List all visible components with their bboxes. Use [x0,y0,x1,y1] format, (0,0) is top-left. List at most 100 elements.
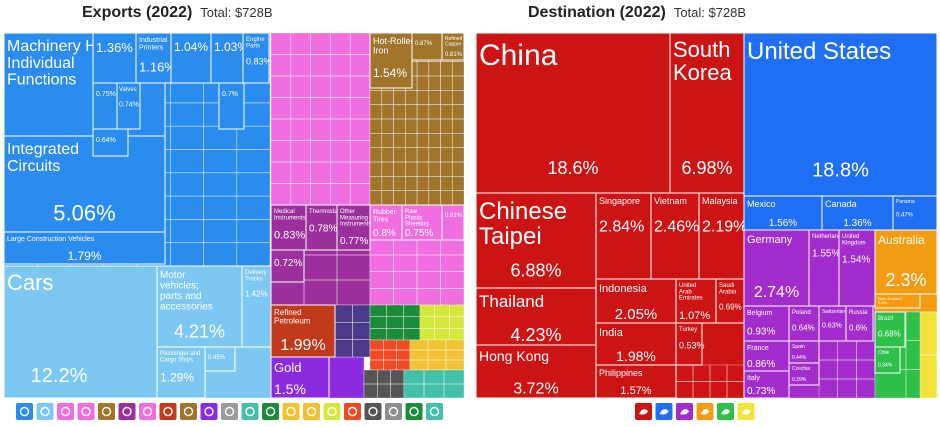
destination-tile-singapore[interactable]: Singapore 2.84% [595,192,652,280]
export-tile-other-measuring-instruments-rect[interactable] [336,204,371,251]
export-tile-industrial-printers[interactable]: Industrial Printers 1.16% [135,32,176,84]
export-tile-unnamed-23[interactable]: 0.72% [270,249,305,283]
destination-tile-australia-rect[interactable] [874,229,938,295]
destination-tile-philippines-rect[interactable] [595,364,677,399]
export-tile-cars[interactable]: Cars 12.2% [3,265,158,399]
destination-tile-germany[interactable]: Germany 2.74% [743,229,810,307]
animal-icon-box[interactable] [405,403,423,420]
destination-tile-spain[interactable]: Spain 0.44% [788,340,820,364]
export-tile-engine-parts-rect[interactable] [242,32,270,84]
export-tile-unnamed-19-rect[interactable] [411,32,443,61]
transport-icon[interactable] [364,403,382,420]
destination-tile-turkey[interactable]: Turkey 0.53% [675,322,705,366]
destination-tile-saudi-arabia[interactable]: Saudi Arabia 0.69% [715,278,745,324]
destination-tile-chile[interactable]: Chile 0.34% [874,346,901,374]
instrument-icon-box[interactable] [118,403,136,420]
export-tile-passenger-and-cargo-ships-rect[interactable] [156,346,206,399]
instrument-icon[interactable] [118,403,136,420]
destination-tile-malaysia[interactable]: Malaysia 2.19% [698,192,747,280]
destination-tile-new-zealand-rect[interactable] [874,293,921,309]
destination-tile-china[interactable]: China 18.6% [475,32,671,194]
beverage-icon[interactable] [303,403,320,420]
export-tile-gold[interactable]: Gold 1.5% [270,356,330,399]
destination-tile-hong-kong[interactable]: Hong Kong 3.72% [475,344,597,399]
flask-icon[interactable] [77,403,95,420]
export-tile-medical-instruments[interactable]: Medical Instruments 0.83% [270,204,307,251]
destination-tile-italy[interactable]: Italy 0.73% [743,370,790,399]
north-america-icon[interactable] [655,403,673,420]
export-tile-unnamed-19[interactable]: 0.87% [411,32,443,61]
destination-tile-indonesia-rect[interactable] [595,278,677,324]
export-tile-unnamed-10[interactable]: 0.7% [218,82,245,130]
asia-icon[interactable] [635,403,652,420]
textile-icon-box[interactable] [262,403,279,420]
destination-tile-united-arab-emirates-rect[interactable] [675,278,717,324]
export-tile-industrial-printers-rect[interactable] [135,32,172,84]
export-tile-rubber-tires-rect[interactable] [369,204,403,241]
paper-icon-box[interactable] [221,403,238,420]
destination-tile-saudi-arabia-rect[interactable] [715,278,745,324]
export-tile-valves-rect[interactable] [115,82,141,130]
gem-icon-box[interactable] [200,403,218,420]
destination-tile-germany-rect[interactable] [743,229,810,307]
metal-icon-box[interactable] [98,403,115,420]
export-tile-unnamed-16-rect[interactable] [204,346,236,372]
destination-tile-russia-rect[interactable] [845,305,874,342]
metal-icon[interactable] [98,403,115,420]
export-tile-unnamed-26-rect[interactable] [441,204,465,241]
export-tile-unnamed-10-rect[interactable] [218,82,245,130]
export-tile-cars-rect[interactable] [3,265,158,399]
stone-icon[interactable] [323,403,341,420]
export-tile-refined-copper[interactable]: Refined Copper 0.81% [441,32,465,61]
destination-tile-brazil[interactable]: Brazil 0.68% [874,311,906,348]
transport-icon-box[interactable] [364,403,382,420]
export-tile-delivery-trucks[interactable]: Delivery Trucks 1.42% [241,265,272,348]
destination-tile-panama-rect[interactable] [892,195,938,231]
export-tile-unnamed-16[interactable]: 0.45% [204,346,236,372]
export-tile-unnamed-3-rect[interactable] [92,32,137,84]
destination-tile-belgium[interactable]: Belgium 0.93% [743,305,790,342]
export-tile-unnamed-23-rect[interactable] [270,249,305,283]
destination-tile-china-rect[interactable] [475,32,671,194]
destination-tile-united-states[interactable]: United States 18.8% [743,32,938,197]
destination-tile-france[interactable]: France 0.86% [743,340,790,372]
mineral-icon[interactable] [159,403,177,420]
destination-tile-mexico-rect[interactable] [743,195,823,231]
export-tile-unnamed-5[interactable]: 1.04% [170,32,212,84]
vehicle-icon-box[interactable] [36,403,54,420]
fabric-icon[interactable] [241,403,259,420]
fabric-icon-box[interactable] [241,403,259,420]
food-icon[interactable] [282,403,300,420]
destination-tile-chinese-taipei[interactable]: Chinese Taipei 6.88% [475,192,597,289]
misc-icon-box[interactable] [426,403,443,420]
beverage-icon-box[interactable] [303,403,320,420]
destination-tile-belgium-rect[interactable] [743,305,790,342]
export-tile-unnamed-5-rect[interactable] [170,32,212,84]
export-tile-unnamed-11-rect[interactable] [92,128,129,157]
destination-tile-south-korea[interactable]: South Korea 6.98% [669,32,745,194]
destination-tile-united-kingdom-rect[interactable] [838,229,876,307]
furniture-icon-box[interactable] [385,403,402,420]
destination-tile-czechia-rect[interactable] [788,362,820,386]
destination-tile-indonesia[interactable]: Indonesia 2.05% [595,278,677,324]
destination-tile-united-kingdom[interactable]: United Kingdom 1.54% [838,229,876,307]
export-tile-unnamed-11[interactable]: 0.64% [92,128,129,157]
export-tile-motor-vehicles-parts-and-accessories-8701-to-8705[interactable]: Motor vehicles; parts and accessories 4.21% [156,265,243,348]
destination-tile-hong-kong-rect[interactable] [475,344,597,399]
destination-tile-panama[interactable]: Panama 0.47% [892,195,938,231]
destination-tile-turkey-rect[interactable] [675,322,703,366]
destination-tile-russia[interactable]: Russia 0.6% [845,305,874,342]
export-tile-rubber-tires[interactable]: Rubber Tires 0.8% [369,204,403,241]
export-tile-integrated-circuits[interactable]: Integrated Circuits 5.06% [3,135,166,233]
gem-icon[interactable] [200,403,218,420]
vehicle-icon[interactable] [36,403,54,420]
export-tile-thermostats[interactable]: Thermostats 0.78% [305,204,342,251]
misc-icon[interactable] [426,403,443,420]
europe-icon[interactable] [676,403,693,420]
export-tile-other-measuring-instruments[interactable]: Other Measuring Instruments 0.77% [336,204,371,251]
destination-tile-poland[interactable]: Poland 0.64% [788,305,820,342]
oceania-icon[interactable] [696,403,714,420]
export-tile-motor-vehicles-parts-and-accessories-8701-to-8705-rect[interactable] [156,265,243,348]
export-tile-medical-instruments-rect[interactable] [270,204,307,251]
destination-tile-vietnam-rect[interactable] [650,192,700,280]
